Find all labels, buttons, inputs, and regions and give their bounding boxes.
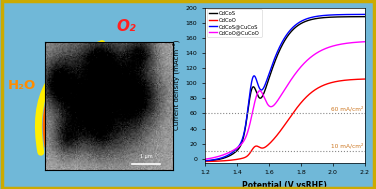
Text: 10 mA/cm²: 10 mA/cm² [331,143,363,149]
CdCoS@CuCoS [309,16,314,19]
CdCoO@CuCoO [244,136,248,138]
CdCoO [362,78,367,80]
Legend: CdCoS, CdCoO, CdCoS@CuCoS, CdCoO@CuCoO: CdCoS, CdCoO, CdCoS@CuCoS, CdCoO@CuCoO [206,9,261,37]
Line: CdCoO: CdCoO [205,79,365,162]
FancyArrowPatch shape [38,44,102,152]
CdCoS [244,123,248,125]
CdCoO@CuCoO [275,100,279,102]
CdCoO@CuCoO [203,158,207,160]
CdCoO [323,84,327,86]
CdCoS [362,15,367,18]
Y-axis label: Current density (mAcm⁻²): Current density (mAcm⁻²) [173,40,180,130]
CdCoS [323,16,327,19]
CdCoO [203,160,207,163]
CdCoS [309,18,314,21]
CdCoS [203,160,207,162]
CdCoS@CuCoS [297,21,301,24]
Text: O₂: O₂ [117,19,136,34]
CdCoO [275,134,279,136]
CdCoS@CuCoS [323,14,327,16]
CdCoS [297,24,301,26]
CdCoO [231,159,235,161]
Line: CdCoO@CuCoO: CdCoO@CuCoO [205,42,365,159]
Line: CdCoS@CuCoS: CdCoS@CuCoS [205,14,365,161]
CdCoS@CuCoS [362,13,367,15]
CdCoO [309,91,314,93]
Text: 1 µm: 1 µm [140,153,152,159]
CdCoS [231,153,235,155]
CdCoS@CuCoS [203,160,207,162]
CdCoS@CuCoS [244,121,248,123]
CdCoS [275,55,279,57]
CdCoO@CuCoO [231,149,235,152]
CdCoO@CuCoO [297,68,301,70]
CdCoO@CuCoO [309,55,314,58]
Line: CdCoS: CdCoS [205,17,365,161]
CdCoO@CuCoO [362,41,367,43]
FancyArrowPatch shape [45,49,100,147]
Text: H₂O: H₂O [8,79,36,91]
CdCoO@CuCoO [323,47,327,50]
CdCoO [244,156,248,158]
CdCoO [297,104,301,106]
X-axis label: Potential (V vsRHE): Potential (V vsRHE) [243,181,327,189]
CdCoS@CuCoS [275,51,279,53]
CdCoS@CuCoS [231,151,235,153]
Text: 60 mA/cm²: 60 mA/cm² [331,106,363,111]
